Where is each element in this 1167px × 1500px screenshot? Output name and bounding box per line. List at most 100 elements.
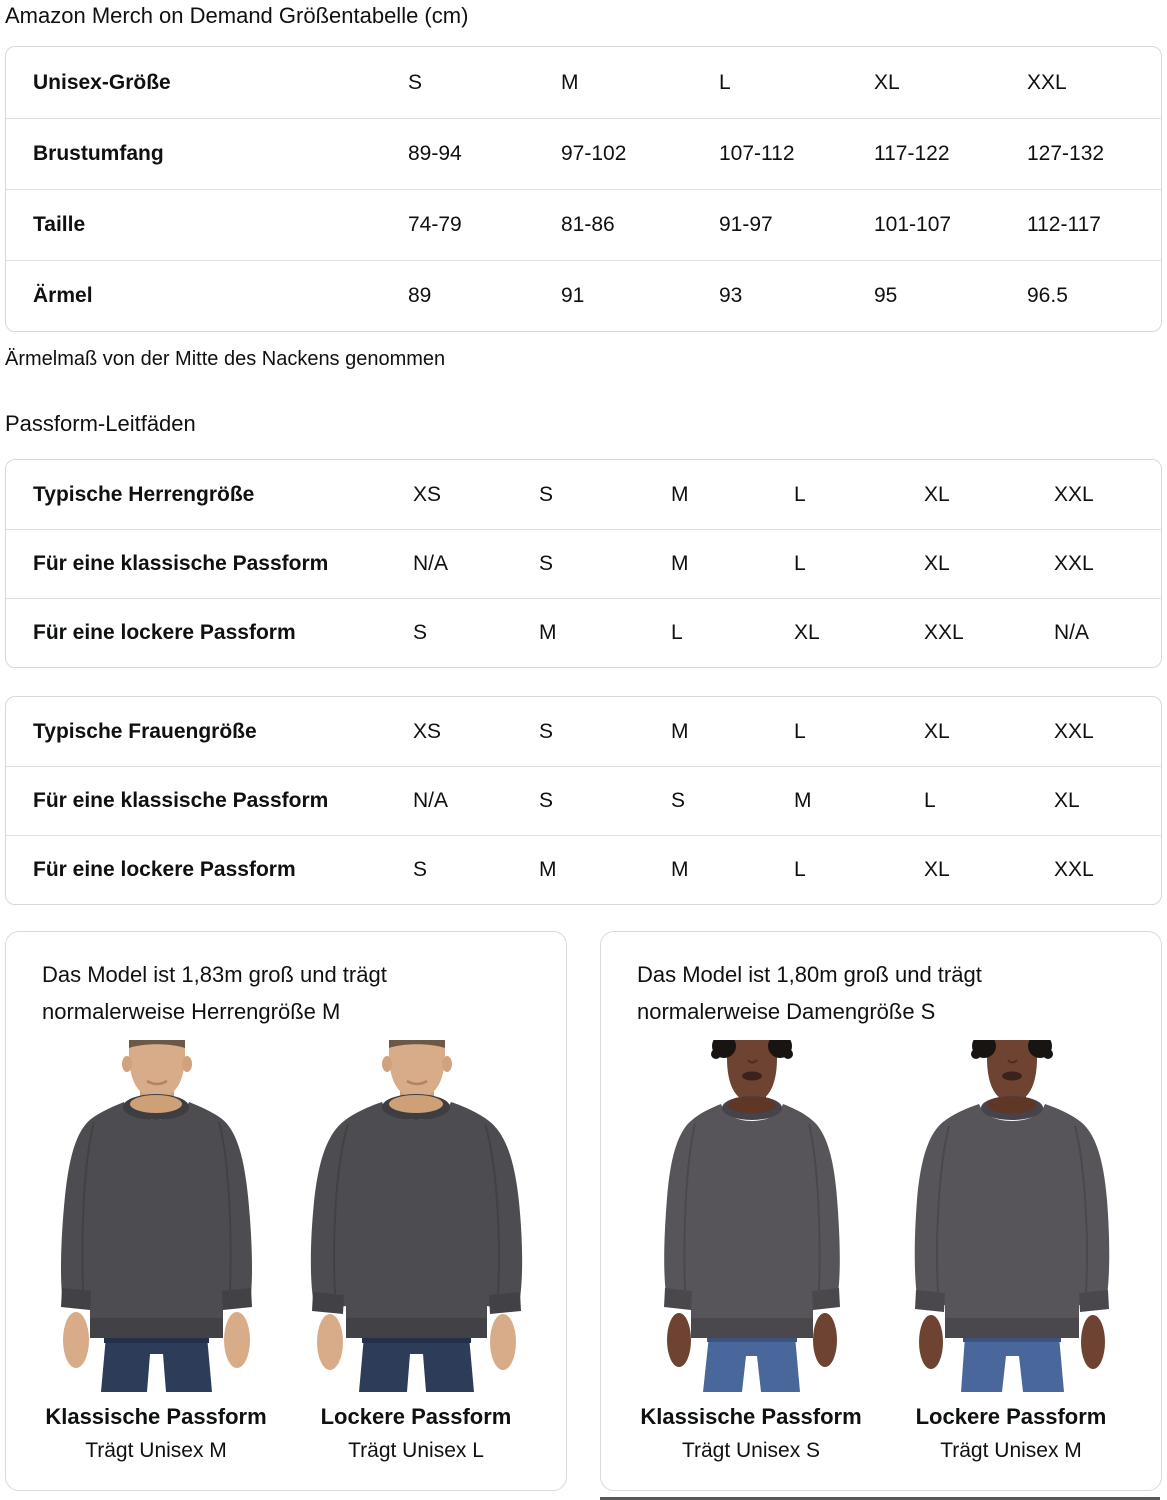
size-cell: 127-132 [1027, 142, 1105, 165]
size-worn-label: Trägt Unisex M [940, 1439, 1082, 1462]
size-cell: S [408, 70, 423, 94]
size-worn-label: Trägt Unisex L [348, 1439, 484, 1462]
page-title: Amazon Merch on Demand Größentabelle (cm… [5, 3, 469, 28]
size-cell: XXL [1054, 482, 1094, 506]
size-cell: M [539, 621, 557, 644]
size-worn-label: Trägt Unisex M [85, 1439, 227, 1462]
male-model-classic-fit-illustration [61, 1040, 252, 1392]
size-cell: 107-112 [719, 142, 795, 165]
size-cell: M [671, 719, 689, 743]
size-cell: M [671, 482, 689, 506]
model-photos: Klassische Passform Trägt Unisex M [26, 1040, 546, 1463]
model-photo-loose: Lockere Passform Trägt Unisex M [881, 1040, 1141, 1463]
row-label: Brustumfang [33, 142, 164, 165]
fit-label: Klassische Passform [45, 1404, 267, 1429]
size-cell: XXL [1027, 70, 1067, 94]
size-cell: L [719, 70, 731, 94]
size-cell: S [539, 789, 554, 812]
size-cell: 93 [719, 284, 743, 307]
size-cell: N/A [1054, 621, 1090, 644]
size-cell: XL [924, 719, 950, 743]
model-description: Das Model ist 1,80m groß und trägt norma… [637, 962, 982, 1024]
row-label: Für eine lockere Passform [33, 621, 296, 644]
fit-guides-heading: Passform-Leitfäden [5, 411, 196, 436]
fit-label: Lockere Passform [320, 1404, 512, 1429]
row-label: Typische Frauengröße [33, 719, 257, 743]
table-row: Typische Frauengröße XS S M L XL XXL [6, 697, 1161, 766]
table-row: Ärmel 89 91 93 95 96.5 [6, 260, 1161, 331]
photo-caption: Lockere Passform Trägt Unisex L [286, 1404, 546, 1463]
size-cell: L [794, 482, 806, 506]
table-row: Taille 74-79 81-86 91-97 101-107 112-117 [6, 189, 1161, 260]
size-cell: M [671, 552, 689, 575]
size-cell: L [671, 621, 683, 644]
male-model-loose-fit-illustration [310, 1040, 523, 1392]
size-cell: N/A [413, 552, 449, 575]
size-cell: 117-122 [874, 142, 950, 165]
size-cell: S [539, 482, 554, 506]
size-cell: 81-86 [561, 213, 615, 236]
size-table: Unisex-Größe S M L XL XXL Brustumfang 89… [5, 46, 1162, 332]
size-cell: L [794, 858, 806, 881]
size-cell: S [413, 858, 428, 881]
row-label: Ärmel [33, 284, 93, 307]
model-photo-loose: Lockere Passform Trägt Unisex L [286, 1040, 546, 1463]
size-cell: S [539, 719, 554, 743]
size-cell: L [924, 789, 936, 812]
size-cell: 91 [561, 284, 585, 307]
size-cell: XXL [1054, 719, 1094, 743]
table-row: Unisex-Größe S M L XL XXL [6, 47, 1161, 118]
size-cell: L [794, 552, 806, 575]
size-cell: 112-117 [1027, 213, 1101, 236]
female-model-loose-fit-illustration [914, 1040, 1110, 1392]
size-cell: 89-94 [408, 142, 462, 165]
table-row: Für eine klassische Passform N/A S S M L… [6, 766, 1161, 835]
size-cell: M [539, 858, 557, 881]
size-cell: XXL [1054, 858, 1094, 881]
row-label: Für eine klassische Passform [33, 552, 329, 575]
model-card-men: Das Model ist 1,83m groß und trägt norma… [5, 931, 567, 1491]
womens-fit-table: Typische Frauengröße XS S M L XL XXL Für… [5, 696, 1162, 905]
size-cell: 97-102 [561, 142, 627, 165]
size-cell: XL [1054, 789, 1080, 812]
table-row: Für eine klassische Passform N/A S M L X… [6, 529, 1161, 598]
model-description: Das Model ist 1,83m groß und trägt norma… [42, 962, 387, 1024]
size-cell: S [413, 621, 428, 644]
fit-label: Lockere Passform [915, 1404, 1107, 1429]
size-cell: XXL [924, 621, 964, 644]
size-cell: S [539, 552, 554, 575]
fit-label: Klassische Passform [640, 1404, 862, 1429]
size-cell: XL [924, 858, 950, 881]
size-cell: XL [924, 482, 950, 506]
size-cell: S [671, 789, 686, 812]
model-photo-classic: Klassische Passform Trägt Unisex S [621, 1040, 881, 1463]
row-label: Für eine klassische Passform [33, 789, 329, 812]
table-row: Für eine lockere Passform S M L XL XXL N… [6, 598, 1161, 667]
row-label: Unisex-Größe [33, 70, 171, 94]
size-cell: XL [794, 621, 820, 644]
model-card-women: Das Model ist 1,80m groß und trägt norma… [600, 931, 1162, 1491]
size-cell: M [561, 70, 579, 94]
next-image-top-edge [600, 1497, 1160, 1500]
model-photo-classic: Klassische Passform Trägt Unisex M [26, 1040, 286, 1463]
row-label: Taille [33, 213, 86, 236]
size-cell: XL [874, 70, 900, 94]
table-row: Typische Herrengröße XS S M L XL XXL [6, 460, 1161, 529]
size-cell: 101-107 [874, 213, 952, 236]
model-cards: Das Model ist 1,83m groß und trägt norma… [5, 931, 1162, 1491]
model-photos: Klassische Passform Trägt Unisex S [621, 1040, 1141, 1463]
table-row: Brustumfang 89-94 97-102 107-112 117-122… [6, 118, 1161, 189]
row-label: Typische Herrengröße [33, 482, 255, 506]
size-cell: 95 [874, 284, 898, 307]
size-cell: M [794, 789, 812, 812]
size-cell: XXL [1054, 552, 1094, 575]
photo-caption: Klassische Passform Trägt Unisex S [621, 1404, 881, 1463]
sleeve-measurement-note: Ärmelmaß von der Mitte des Nackens genom… [5, 348, 446, 370]
size-cell: 89 [408, 284, 432, 307]
size-cell: XS [413, 482, 442, 506]
size-cell: XS [413, 719, 442, 743]
female-model-classic-fit-illustration [664, 1040, 840, 1392]
photo-caption: Klassische Passform Trägt Unisex M [26, 1404, 286, 1463]
photo-caption: Lockere Passform Trägt Unisex M [881, 1404, 1141, 1463]
